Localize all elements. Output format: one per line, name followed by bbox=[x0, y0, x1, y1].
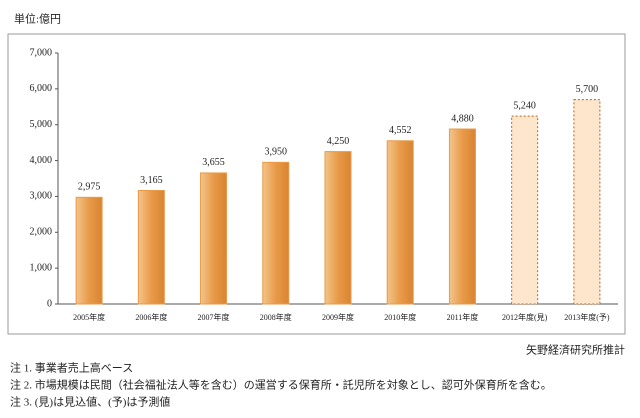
value-label: 3,655 bbox=[202, 157, 225, 168]
y-tick-label: 0 bbox=[47, 298, 52, 309]
note: 注 3. (見)は見込値、(予)は予測値 bbox=[10, 395, 170, 409]
y-tick-label: 5,000 bbox=[30, 119, 53, 130]
bar bbox=[573, 99, 601, 305]
x-tick-label: 2006年度 bbox=[135, 312, 167, 322]
source: 矢野経済研究所推計 bbox=[526, 343, 625, 357]
value-label: 4,552 bbox=[389, 125, 412, 136]
x-tick-label: 2008年度 bbox=[260, 312, 292, 322]
bar bbox=[262, 161, 290, 305]
bar bbox=[200, 172, 228, 305]
x-tick-label: 2007年度 bbox=[198, 312, 230, 322]
note: 注 2. 市場規模は民間（社会福祉法人等を含む）の運営する保育所・託児所を対象と… bbox=[10, 378, 552, 392]
y-tick-label: 3,000 bbox=[30, 191, 53, 202]
y-tick-label: 1,000 bbox=[30, 262, 53, 273]
bar bbox=[511, 115, 539, 305]
x-tick-label: 2009年度 bbox=[322, 312, 354, 322]
bar bbox=[137, 190, 165, 305]
y-tick-label: 7,000 bbox=[30, 47, 53, 58]
y-tick-label: 6,000 bbox=[30, 83, 53, 94]
value-label: 4,880 bbox=[451, 113, 474, 124]
x-tick-label: 2011年度 bbox=[447, 312, 479, 322]
y-tick-label: 4,000 bbox=[30, 155, 53, 166]
x-tick-label: 2010年度 bbox=[384, 312, 416, 322]
value-label: 2,975 bbox=[78, 182, 101, 193]
note: 注 1. 事業者売上高ベース bbox=[10, 361, 133, 375]
bar bbox=[324, 151, 352, 305]
x-tick-label: 2013年度(予) bbox=[564, 312, 610, 322]
unit-label: 単位:億円 bbox=[14, 12, 61, 26]
value-label: 5,700 bbox=[576, 84, 599, 95]
bar bbox=[386, 140, 414, 305]
x-tick-label: 2005年度 bbox=[73, 312, 105, 322]
value-label: 3,950 bbox=[265, 147, 288, 158]
y-tick-label: 2,000 bbox=[30, 227, 53, 238]
bar bbox=[448, 128, 476, 305]
bar bbox=[75, 196, 103, 305]
value-label: 3,165 bbox=[140, 175, 163, 186]
x-tick-label: 2012年度(見) bbox=[502, 312, 548, 322]
value-label: 4,250 bbox=[327, 136, 350, 147]
value-label: 5,240 bbox=[513, 100, 536, 111]
